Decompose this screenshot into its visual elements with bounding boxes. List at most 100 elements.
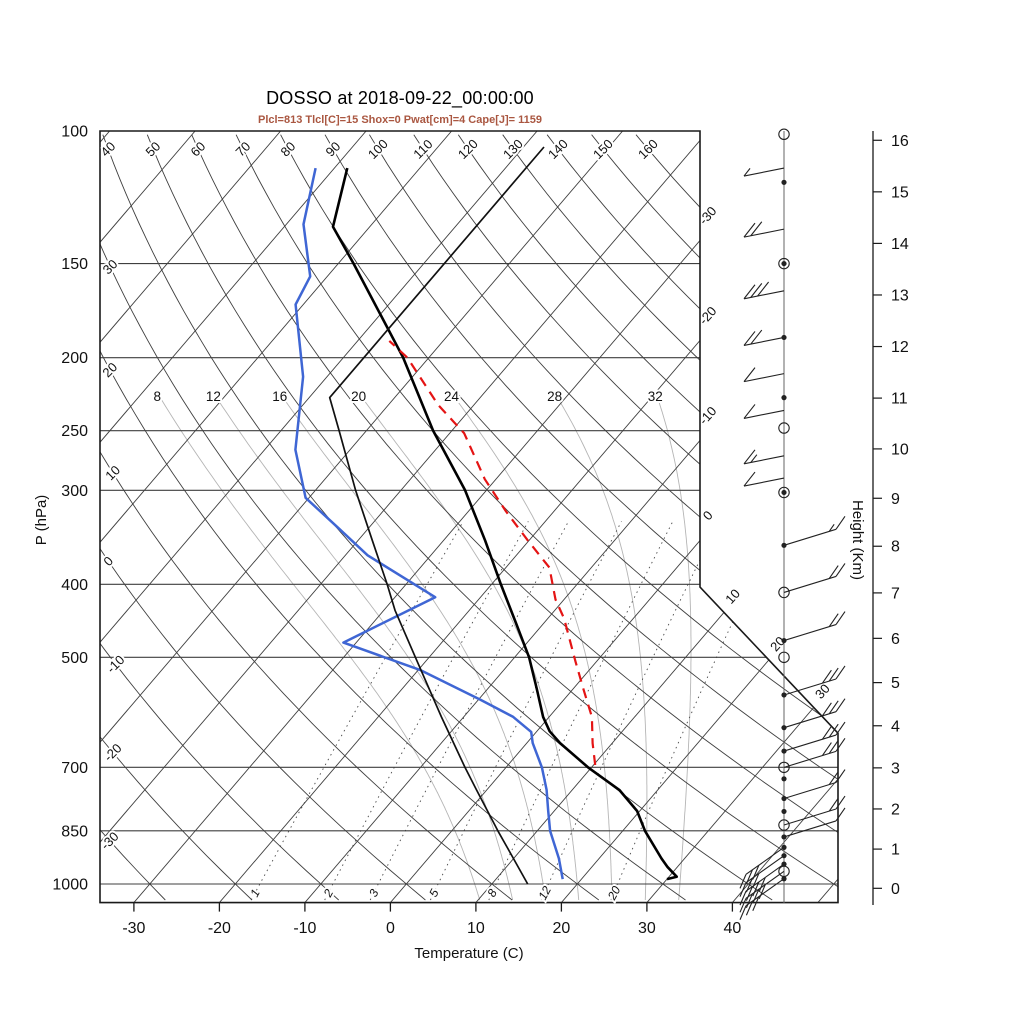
wind-level-dot: [781, 334, 787, 341]
height-tick-label: 0: [891, 881, 900, 898]
height-tick-label: 10: [891, 441, 909, 458]
wind-level-dot: [781, 725, 787, 731]
pressure-tick-label: 500: [61, 650, 88, 667]
wind-level-circle: [778, 651, 790, 664]
wind-level-circle: [778, 422, 790, 434]
pressure-tick-label: 1000: [52, 877, 88, 894]
dry-adiabat-label: 30: [100, 256, 121, 277]
height-tick-label: 7: [891, 585, 900, 602]
temperature-tick-label: 0: [386, 920, 395, 937]
wind-level-dot: [781, 795, 787, 802]
dry-adiabat-label: 120: [455, 136, 481, 162]
isotherm-cut-label: 10: [722, 586, 743, 607]
moist-adiabat-label: 24: [444, 389, 460, 404]
wind-level-circle: [778, 486, 790, 499]
dry-adiabat-label: 50: [142, 139, 163, 160]
height-tick-label: 3: [891, 760, 900, 777]
temperature-tick-label: 10: [467, 920, 485, 937]
temperature-tick-label: -30: [122, 920, 145, 937]
mixing-ratio-label: 3: [366, 886, 382, 899]
wind-level-dot: [781, 637, 787, 644]
height-tick-label: 5: [891, 675, 900, 692]
wind-level-dot: [781, 776, 787, 782]
moist-adiabat-lines: [158, 394, 692, 901]
temperature-curve: [331, 167, 679, 881]
moist-adiabat-label: 28: [547, 389, 562, 404]
pressure-tick-label: 300: [61, 483, 88, 500]
pressure-tick-label: 150: [61, 256, 88, 273]
wind-level-circle: [778, 761, 790, 774]
sounding-indices-subtitle: Plcl=813 Tlcl[C]=15 Shox=0 Pwat[cm]=4 Ca…: [257, 114, 542, 126]
isobar-lines: [100, 130, 838, 885]
dry-adiabat-label: 130: [500, 136, 526, 162]
dry-adiabat-label: 160: [635, 136, 661, 162]
wind-level-circle: [778, 257, 790, 270]
dry-adiabat-label: 150: [590, 136, 616, 162]
pressure-tick-label: 200: [61, 350, 88, 367]
parcel_path-curve: [388, 340, 597, 766]
dry-adiabat-label: 70: [232, 139, 253, 160]
height-axis-title: Height (Km): [849, 500, 866, 580]
height-tick-label: 15: [891, 184, 909, 201]
temperature-tick-label: 30: [638, 920, 656, 937]
wind-level-dot: [781, 844, 787, 850]
dry-adiabat-label: 0: [100, 553, 116, 569]
height-tick-label: 11: [891, 391, 908, 408]
dry-adiabat-label: 10: [102, 462, 123, 483]
page-title: DOSSO at 2018-09-22_00:00:00: [266, 88, 534, 108]
moist-adiabat-label: 16: [272, 389, 287, 404]
dry-adiabat-label: 140: [545, 136, 571, 162]
pressure-axis-title: P (hPa): [33, 495, 50, 546]
wind-level-circle: [778, 128, 790, 141]
dry-adiabat-label: 100: [365, 136, 391, 162]
isotherm-cut-label: 30: [812, 681, 833, 702]
wind-level-dot: [781, 861, 787, 867]
dry-adiabat-label: 20: [99, 359, 120, 380]
wind-level-dot: [781, 179, 787, 185]
height-tick-label: 14: [891, 236, 909, 253]
pressure-tick-label: 250: [61, 423, 88, 440]
wind-level-circle: [778, 819, 790, 831]
dry-adiabat-label: -20: [101, 740, 125, 764]
wind-level-dot: [781, 260, 787, 267]
moist-adiabat-label: 32: [648, 389, 663, 404]
pressure-tick-label: 700: [61, 760, 88, 777]
isotherm-right-label: 0: [700, 508, 716, 523]
dry-adiabat-lines: [100, 134, 838, 901]
wind-level-dot: [781, 542, 787, 548]
wind-level-circle: [778, 586, 790, 599]
moist-adiabat-label: 12: [206, 389, 221, 404]
dry-adiabat-label: 110: [410, 136, 435, 161]
moist-adiabat-label: 8: [153, 389, 161, 404]
height-tick-label: 8: [891, 539, 900, 556]
height-tick-label: 13: [891, 287, 909, 304]
wind-level-dot: [781, 876, 787, 882]
temperature-tick-label: -10: [293, 920, 316, 937]
dry-adiabat-label: 90: [323, 139, 344, 160]
dry-adiabat-label: 60: [187, 139, 208, 160]
wind-level-dot: [781, 853, 787, 859]
height-tick-label: 16: [891, 133, 909, 150]
height-tick-label: 6: [891, 631, 900, 648]
standard_atmosphere_reference-curve: [328, 146, 545, 885]
dewpoint-curve: [294, 167, 564, 880]
temperature-tick-label: 40: [724, 920, 742, 937]
mixing-ratio-label: 2: [320, 886, 336, 900]
mixing-ratio-label: 12: [535, 884, 554, 903]
wind-barb-column: [739, 128, 846, 920]
plot-frame: [99, 130, 839, 904]
temperature-tick-label: -20: [208, 920, 231, 937]
wind-level-dot: [781, 489, 787, 496]
height-tick-label: 1: [891, 842, 900, 859]
dry-adiabat-label: -30: [98, 829, 122, 853]
isotherm-lines: [100, 131, 838, 903]
height-tick-label: 2: [891, 801, 900, 818]
pressure-tick-label: 100: [61, 124, 88, 141]
height-tick-label: 12: [891, 339, 909, 356]
wind-level-dot: [781, 834, 787, 840]
wind-level-dot: [781, 808, 787, 815]
temperature-tick-label: 20: [553, 920, 571, 937]
